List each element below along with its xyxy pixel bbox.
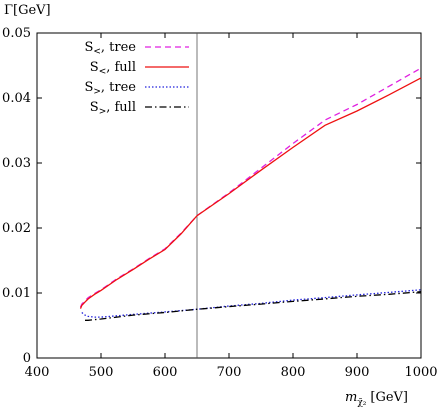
x-axis-label-subscript: χ̃₂	[357, 397, 366, 408]
y-tick-label: 0.02	[2, 221, 31, 236]
svg-text:mχ̃₂[GeV]: mχ̃₂ [GeV]	[345, 390, 408, 408]
series-line-3	[81, 289, 422, 318]
x-axis-label-unit: [GeV]	[370, 390, 408, 405]
legend-label: S<, full	[90, 60, 136, 77]
x-tick-label: 800	[281, 365, 306, 380]
legend-item-3: S>, tree	[84, 80, 189, 97]
legend-label: S>, tree	[84, 80, 136, 97]
x-tick-label: 400	[25, 365, 50, 380]
x-tick-label: 1000	[404, 365, 437, 380]
legend-item-1: S<, tree	[84, 40, 189, 57]
x-tick-label: 600	[153, 365, 178, 380]
legend: S<, tree S<, full S>, tree S>, full	[84, 40, 189, 117]
series-layer	[79, 67, 422, 321]
legend-item-4: S>, full	[90, 100, 189, 117]
x-tick-label: 900	[345, 365, 370, 380]
legend-label: S<, tree	[84, 40, 136, 57]
y-tick-label: 0.04	[2, 91, 31, 106]
x-axis-label: mχ̃₂ [GeV]	[345, 390, 408, 408]
legend-label: S>, full	[90, 100, 136, 117]
series-line-4	[85, 291, 422, 321]
legend-item-2: S<, full	[90, 60, 189, 77]
y-tick-label: 0.01	[2, 286, 31, 301]
x-tick-label: 700	[217, 365, 242, 380]
axis-ticks: 400 500 600 700 800 900 1000 0 0.01 0.02 0.03 0.04 0…	[2, 26, 438, 380]
series-line-2	[79, 77, 422, 309]
y-tick-label: 0.05	[2, 26, 31, 41]
plot-frame	[36, 32, 422, 359]
x-tick-label: 500	[89, 365, 114, 380]
y-axis-label: Γ[GeV]	[4, 3, 51, 18]
y-tick-label: 0	[23, 351, 31, 366]
x-axis-label-main: m	[345, 390, 357, 405]
y-tick-label: 0.03	[2, 156, 31, 171]
